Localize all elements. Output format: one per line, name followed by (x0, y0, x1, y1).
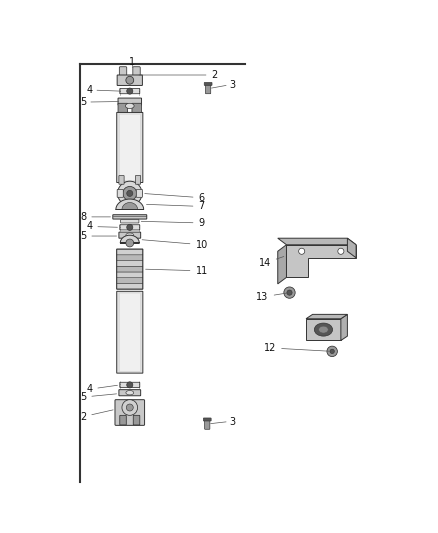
Text: 1: 1 (129, 57, 135, 67)
Circle shape (127, 88, 133, 94)
Text: 5: 5 (80, 392, 117, 402)
FancyBboxPatch shape (113, 215, 147, 219)
FancyBboxPatch shape (117, 278, 143, 284)
Polygon shape (286, 245, 356, 277)
FancyBboxPatch shape (120, 88, 140, 94)
FancyBboxPatch shape (136, 189, 142, 197)
Circle shape (127, 224, 133, 230)
Text: 4: 4 (86, 384, 117, 394)
Polygon shape (120, 235, 139, 243)
Circle shape (122, 400, 138, 415)
Circle shape (327, 346, 337, 357)
Text: 13: 13 (256, 292, 287, 302)
FancyBboxPatch shape (117, 266, 143, 272)
FancyBboxPatch shape (120, 225, 140, 230)
FancyBboxPatch shape (132, 103, 141, 113)
FancyBboxPatch shape (205, 83, 211, 94)
FancyBboxPatch shape (204, 83, 212, 85)
FancyBboxPatch shape (117, 284, 143, 289)
Circle shape (117, 181, 142, 206)
FancyBboxPatch shape (119, 232, 141, 238)
FancyBboxPatch shape (117, 112, 143, 182)
Polygon shape (347, 238, 356, 258)
FancyBboxPatch shape (119, 114, 140, 181)
FancyBboxPatch shape (115, 400, 145, 425)
FancyBboxPatch shape (120, 382, 140, 387)
Polygon shape (341, 314, 347, 341)
Ellipse shape (126, 391, 134, 395)
Polygon shape (278, 245, 286, 284)
Text: 4: 4 (86, 85, 92, 95)
Circle shape (126, 239, 134, 247)
Polygon shape (306, 319, 341, 341)
Circle shape (127, 190, 133, 197)
FancyBboxPatch shape (119, 175, 124, 184)
Text: 5: 5 (80, 231, 117, 241)
Text: 11: 11 (145, 266, 208, 276)
Text: 3: 3 (229, 80, 235, 91)
Circle shape (287, 290, 292, 295)
FancyBboxPatch shape (117, 292, 143, 373)
Text: 10: 10 (142, 240, 208, 250)
FancyBboxPatch shape (117, 249, 143, 255)
Ellipse shape (314, 323, 332, 336)
Text: 12: 12 (264, 343, 329, 353)
Text: 2: 2 (80, 410, 113, 422)
FancyBboxPatch shape (119, 67, 127, 78)
Ellipse shape (319, 326, 328, 333)
Circle shape (338, 248, 344, 254)
Polygon shape (306, 314, 347, 319)
Circle shape (330, 349, 334, 353)
Text: 9: 9 (141, 218, 205, 228)
Text: 6: 6 (145, 193, 205, 203)
FancyBboxPatch shape (135, 175, 141, 184)
FancyBboxPatch shape (117, 261, 143, 266)
Polygon shape (122, 203, 138, 209)
FancyBboxPatch shape (120, 220, 139, 223)
FancyBboxPatch shape (117, 75, 142, 85)
Circle shape (127, 382, 133, 388)
Circle shape (123, 187, 137, 200)
Circle shape (299, 248, 305, 254)
Text: 5: 5 (80, 97, 86, 107)
FancyBboxPatch shape (120, 415, 126, 425)
FancyBboxPatch shape (118, 103, 127, 113)
FancyBboxPatch shape (119, 390, 141, 396)
FancyBboxPatch shape (117, 189, 123, 197)
FancyBboxPatch shape (205, 419, 210, 429)
FancyBboxPatch shape (118, 98, 141, 105)
Text: 14: 14 (258, 256, 284, 268)
FancyBboxPatch shape (203, 418, 211, 421)
Text: 2: 2 (139, 70, 218, 80)
Text: 8: 8 (80, 212, 110, 222)
Text: 7: 7 (146, 201, 205, 212)
Polygon shape (278, 238, 356, 245)
Circle shape (126, 76, 134, 84)
Circle shape (126, 404, 133, 411)
Ellipse shape (126, 233, 134, 237)
FancyBboxPatch shape (133, 67, 140, 78)
FancyBboxPatch shape (117, 255, 143, 261)
FancyBboxPatch shape (133, 415, 140, 425)
FancyBboxPatch shape (117, 272, 143, 278)
Text: 3: 3 (229, 417, 235, 427)
Polygon shape (116, 199, 144, 209)
Ellipse shape (125, 103, 134, 109)
Text: 4: 4 (86, 221, 117, 231)
FancyBboxPatch shape (119, 293, 140, 372)
Circle shape (284, 287, 295, 298)
